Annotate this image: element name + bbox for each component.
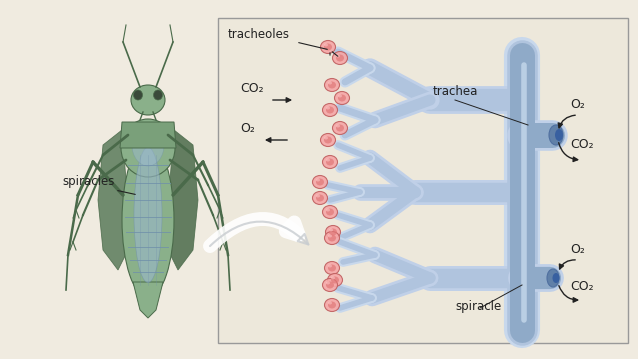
Ellipse shape [326, 107, 334, 113]
Ellipse shape [324, 43, 328, 47]
Ellipse shape [547, 269, 559, 287]
Ellipse shape [324, 136, 328, 140]
Ellipse shape [121, 119, 175, 177]
Ellipse shape [553, 273, 560, 283]
Ellipse shape [320, 41, 336, 53]
Ellipse shape [134, 148, 162, 283]
Polygon shape [120, 122, 176, 148]
Ellipse shape [328, 302, 336, 308]
Ellipse shape [322, 103, 338, 117]
Ellipse shape [324, 43, 332, 51]
Ellipse shape [326, 107, 330, 109]
Ellipse shape [320, 134, 336, 146]
Ellipse shape [131, 85, 165, 115]
Polygon shape [98, 130, 128, 270]
Ellipse shape [316, 178, 320, 182]
Ellipse shape [325, 261, 339, 275]
Ellipse shape [336, 55, 340, 57]
Ellipse shape [132, 124, 164, 166]
Ellipse shape [326, 159, 334, 165]
Polygon shape [168, 130, 198, 270]
Ellipse shape [329, 228, 337, 236]
Text: trachea: trachea [433, 85, 478, 98]
Ellipse shape [316, 195, 324, 201]
Ellipse shape [326, 209, 334, 215]
Text: CO₂: CO₂ [570, 280, 593, 293]
Ellipse shape [313, 191, 327, 205]
Ellipse shape [325, 232, 339, 244]
Polygon shape [133, 282, 163, 318]
Ellipse shape [334, 92, 350, 104]
Ellipse shape [154, 90, 163, 100]
Text: CO₂: CO₂ [240, 82, 263, 95]
Text: spiracles: spiracles [62, 175, 114, 188]
Ellipse shape [313, 176, 327, 188]
Ellipse shape [336, 55, 344, 61]
Ellipse shape [328, 81, 332, 84]
Ellipse shape [122, 143, 174, 298]
FancyArrowPatch shape [210, 219, 299, 246]
Ellipse shape [328, 302, 332, 304]
Bar [218, 18, 628, 343]
Ellipse shape [322, 155, 338, 168]
Ellipse shape [555, 129, 563, 141]
Ellipse shape [322, 205, 338, 219]
Ellipse shape [326, 281, 330, 284]
Ellipse shape [332, 51, 348, 65]
Ellipse shape [338, 94, 346, 102]
Ellipse shape [332, 121, 348, 135]
Ellipse shape [328, 81, 336, 89]
Text: CO₂: CO₂ [570, 138, 593, 151]
Ellipse shape [133, 90, 142, 100]
Text: spiracle: spiracle [455, 300, 501, 313]
Text: O₂: O₂ [240, 122, 255, 135]
Ellipse shape [326, 281, 334, 289]
Text: tracheoles: tracheoles [228, 28, 290, 41]
Ellipse shape [326, 209, 330, 211]
Ellipse shape [331, 276, 339, 284]
Ellipse shape [336, 125, 344, 131]
Ellipse shape [328, 234, 332, 238]
Ellipse shape [328, 265, 336, 271]
Ellipse shape [329, 228, 333, 232]
Ellipse shape [324, 136, 332, 144]
Ellipse shape [336, 125, 340, 127]
Ellipse shape [316, 178, 324, 186]
Ellipse shape [326, 159, 330, 162]
Ellipse shape [325, 298, 339, 312]
Ellipse shape [331, 276, 335, 280]
Ellipse shape [328, 265, 332, 267]
Ellipse shape [322, 279, 338, 292]
Ellipse shape [338, 94, 342, 98]
Text: O₂: O₂ [570, 98, 585, 111]
Ellipse shape [325, 225, 341, 238]
Text: O₂: O₂ [570, 243, 585, 256]
Ellipse shape [325, 79, 339, 92]
Ellipse shape [316, 195, 320, 197]
Ellipse shape [549, 125, 563, 145]
Ellipse shape [327, 274, 343, 286]
Ellipse shape [328, 234, 336, 242]
